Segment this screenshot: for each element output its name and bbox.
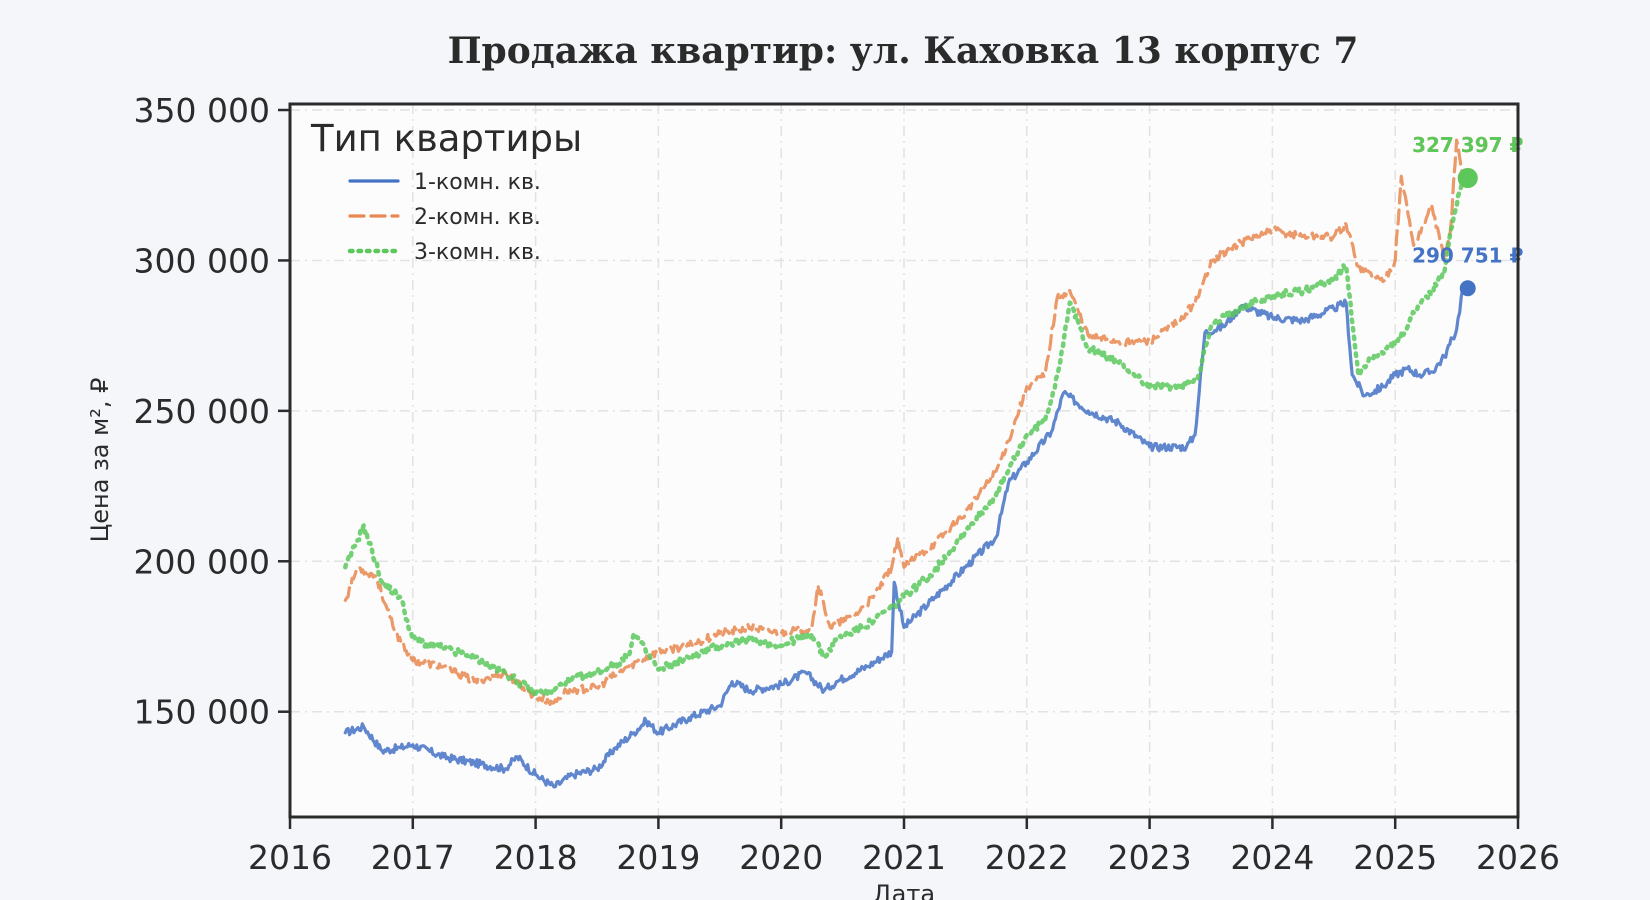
end-value-label: 290 751 ₽ [1412, 243, 1523, 267]
x-tick-label: 2023 [1108, 838, 1192, 877]
end-marker [1457, 168, 1478, 189]
legend-label: 2-комн. кв. [414, 205, 541, 230]
x-axis-ticks: 2016 2017 2018 2019 2020 2021 2022 2023 2024 2025… [248, 817, 1560, 877]
y-tick-label: 350 000 [134, 91, 270, 130]
x-tick-label: 2021 [862, 838, 946, 877]
legend-title: Тип квартиры [310, 117, 582, 160]
x-tick-label: 2024 [1230, 838, 1314, 877]
x-tick-label: 2026 [1476, 838, 1560, 877]
y-tick-label: 250 000 [134, 392, 270, 431]
chart-title: Продажа квартир: ул. Каховка 13 корпус 7 [448, 30, 1359, 72]
legend-items: 1-комн. кв. 2-комн. кв. 3-комн. кв. [347, 170, 541, 265]
y-axis-label: Цена за м², ₽ [86, 378, 114, 543]
legend-label: 3-комн. кв. [414, 240, 541, 265]
x-tick-label: 2020 [739, 838, 823, 877]
end-markers: 290 751 ₽327 397 ₽327 397 ₽ [1412, 133, 1523, 297]
x-tick-label: 2019 [616, 838, 700, 877]
end-value-label: 327 397 ₽ [1412, 133, 1523, 157]
x-tick-label: 2017 [371, 838, 455, 877]
end-value-label: 327 397 ₽ [1412, 133, 1523, 157]
end-marker [1459, 280, 1476, 297]
x-tick-label: 2016 [248, 838, 332, 877]
legend: Тип квартиры 1-комн. кв. 2-комн. кв. 3-ком… [310, 117, 582, 265]
series-layer [343, 138, 1465, 789]
legend-label: 1-комн. кв. [414, 170, 541, 195]
y-tick-label: 200 000 [134, 542, 270, 581]
y-axis-ticks: 150 000 200 000 250 000 300 000 350 000 [134, 91, 290, 732]
y-tick-label: 150 000 [134, 693, 270, 732]
x-tick-label: 2022 [985, 838, 1069, 877]
y-tick-label: 300 000 [134, 241, 270, 280]
series-line [343, 175, 1465, 699]
x-tick-label: 2025 [1353, 838, 1437, 877]
series-line [343, 286, 1465, 789]
x-axis-label: Дата [873, 880, 935, 900]
x-tick-label: 2018 [494, 838, 578, 877]
